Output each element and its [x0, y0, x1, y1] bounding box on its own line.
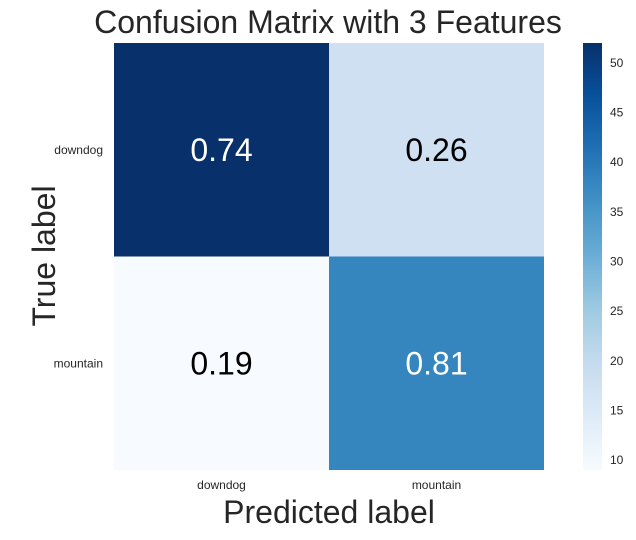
colorbar-gradient — [583, 43, 602, 470]
cell-value-label: 0.19 — [190, 345, 252, 381]
y-axis-label: True label — [26, 185, 62, 326]
colorbar-tick-label: 20 — [610, 354, 624, 368]
heatmap-cell — [329, 43, 544, 257]
colorbar-tick-label: 25 — [610, 304, 624, 318]
x-tick-label: mountain — [412, 478, 461, 492]
colorbar-tick-label: 35 — [610, 205, 624, 219]
colorbar-tick-label: 30 — [610, 254, 624, 268]
cell-value-label: 0.26 — [405, 132, 467, 168]
colorbar-tick-label: 50 — [610, 56, 624, 70]
heatmap-cell — [329, 256, 544, 470]
y-tick-label: mountain — [54, 356, 103, 370]
y-tick-labels: downdog mountain — [54, 143, 103, 371]
x-tick-labels: downdog mountain — [197, 478, 461, 492]
chart-title: Confusion Matrix with 3 Features — [94, 4, 562, 40]
colorbar-tick-label: 15 — [610, 403, 624, 417]
cell-value-label: 0.74 — [190, 132, 252, 168]
colorbar-tick-label: 10 — [610, 453, 624, 467]
x-axis-label: Predicted label — [223, 494, 435, 530]
heatmap-cell — [114, 43, 329, 257]
y-tick-label: downdog — [54, 143, 103, 157]
heatmap-cell — [114, 256, 329, 470]
colorbar-tick-label: 40 — [610, 155, 624, 169]
cell-value-label: 0.81 — [405, 345, 467, 381]
colorbar: 10 15 20 25 30 35 40 45 50 — [583, 43, 624, 470]
x-tick-label: downdog — [197, 478, 246, 492]
heatmap-cells: 0.74 0.26 0.19 0.81 — [114, 43, 544, 470]
colorbar-tick-label: 45 — [610, 106, 624, 120]
